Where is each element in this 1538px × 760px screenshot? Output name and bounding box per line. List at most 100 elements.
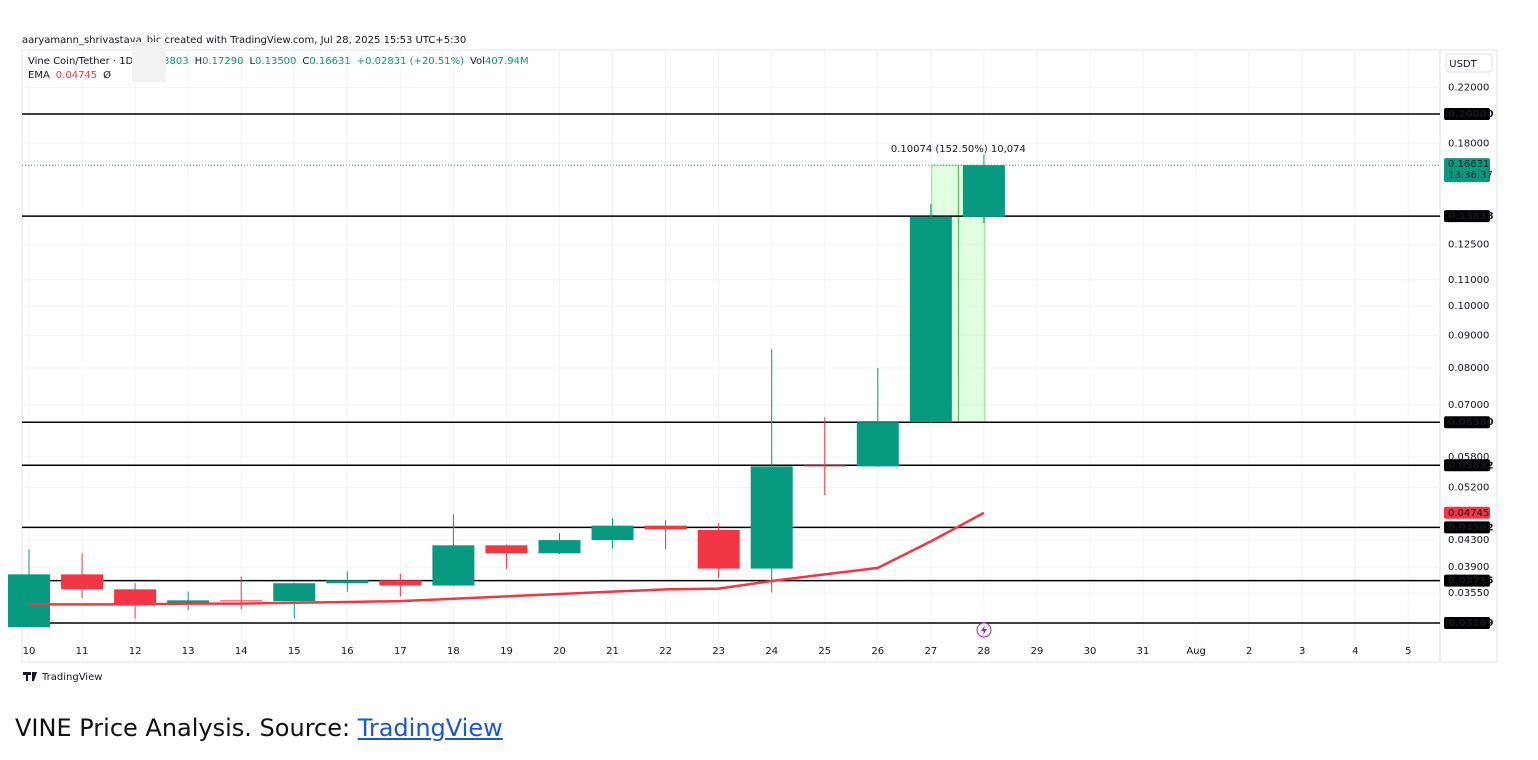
x-tick-label: 17	[394, 646, 407, 657]
y-tick-label: 0.05800	[1448, 452, 1489, 463]
candle-body	[697, 529, 740, 569]
level-label: 0.03715	[1448, 576, 1494, 587]
ema-extra: Ø	[103, 69, 111, 81]
candle-body	[591, 525, 634, 541]
x-tick-label: 23	[712, 646, 725, 657]
caption-text: VINE Price Analysis. Source:	[15, 714, 351, 742]
legend-value: 0.13803	[147, 56, 188, 67]
y-tick-label: 0.04300	[1448, 535, 1489, 546]
x-tick-label: 19	[500, 646, 513, 657]
level-label-box	[1444, 521, 1490, 534]
caption: VINE Price Analysis. Source: TradingView	[15, 714, 503, 742]
legend-key: Vol	[470, 56, 485, 67]
candle-body	[326, 580, 369, 584]
currency-button[interactable]	[1445, 53, 1493, 73]
y-tick-label: 0.10000	[1448, 301, 1489, 312]
level-label-box	[1444, 108, 1490, 121]
x-tick-label: 5	[1405, 646, 1411, 657]
candle-body	[379, 580, 422, 586]
x-tick-label: Aug	[1186, 646, 1206, 657]
y-tick-label: 0.03550	[1448, 588, 1489, 599]
level-label: 0.03189	[1448, 618, 1494, 629]
legend-symbol: Vine Coin/Tether · 1D	[28, 56, 134, 67]
redaction	[132, 42, 166, 82]
level-label: 0.04502	[1448, 522, 1494, 533]
last-price-box	[1444, 158, 1490, 183]
x-tick-label: 15	[288, 646, 301, 657]
currency[interactable]: USDT	[1449, 59, 1477, 70]
candle-body	[538, 540, 581, 554]
y-tick-label: 0.03900	[1448, 562, 1489, 573]
ema-name: EMA	[28, 70, 50, 81]
ema-line	[29, 511, 985, 606]
candle-body	[432, 545, 475, 586]
y-tick-label: 0.07000	[1448, 400, 1489, 411]
legend-key: H	[195, 56, 203, 67]
level-label: 0.20000	[1448, 109, 1494, 120]
x-tick-label: 30	[1084, 646, 1097, 657]
last-price-countdown: 13:36:37	[1448, 170, 1493, 181]
logo: TradingView	[41, 672, 102, 683]
level-label: 0.13838	[1448, 211, 1494, 222]
level-label-box	[1444, 616, 1490, 629]
candle-body	[962, 165, 1005, 217]
ema-label-box	[1444, 506, 1490, 519]
legend-value: 0.16631	[309, 56, 350, 67]
x-tick-label: 20	[553, 646, 566, 657]
x-tick-label: 27	[924, 646, 937, 657]
x-tick-label: 25	[818, 646, 831, 657]
candle-body	[803, 465, 846, 467]
level-label: 0.06580	[1448, 417, 1494, 428]
x-tick-label: 22	[659, 646, 672, 657]
candle-body	[750, 466, 793, 569]
x-tick-label: 24	[765, 646, 778, 657]
y-tick-label: 0.12500	[1448, 239, 1489, 250]
measure-label: 0.10074 (152.50%) 10,074	[891, 144, 1026, 155]
ema-value: 0.04745	[56, 70, 97, 81]
level-label-box	[1444, 459, 1490, 472]
candle-body	[273, 583, 316, 602]
event-icon-bolt	[981, 625, 987, 635]
x-tick-label: 28	[978, 646, 991, 657]
level-label-box	[1444, 574, 1490, 587]
last-price-label: 0.16631	[1448, 159, 1489, 170]
attribution: aaryamann_shrivastava_bic created with T…	[22, 35, 466, 46]
legend-value: 0.17290	[202, 56, 243, 67]
x-tick-label: 14	[235, 646, 248, 657]
x-tick-label: 16	[341, 646, 354, 657]
x-tick-label: 12	[129, 646, 142, 657]
level-label-box	[1444, 416, 1490, 429]
logo-icon	[23, 672, 37, 681]
level-label: 0.05632	[1448, 460, 1494, 471]
legend: Vine Coin/Tether · 1DO0.13803H0.17290L0.…	[28, 56, 529, 67]
legend-value: 407.94M	[485, 56, 529, 67]
y-tick-label: 0.08000	[1448, 363, 1489, 374]
x-tick-label: 21	[606, 646, 619, 657]
legend-key: C	[302, 56, 309, 67]
candle-body	[61, 574, 104, 590]
x-tick-label: 10	[23, 646, 36, 657]
y-tick-label: 0.22000	[1448, 83, 1489, 94]
x-tick-label: 31	[1137, 646, 1150, 657]
candle-body	[114, 589, 157, 605]
candle-body	[8, 574, 50, 628]
y-tick-label: 0.09000	[1448, 330, 1489, 341]
candle-body	[485, 545, 528, 554]
grid	[22, 50, 1440, 662]
x-tick-label: 11	[76, 646, 89, 657]
chart: aaryamann_shrivastava_bic created with T…	[8, 35, 1498, 683]
ema-legend: EMA 0.04745 Ø	[28, 69, 111, 81]
x-tick-label: 4	[1352, 646, 1358, 657]
candle-body	[220, 600, 263, 602]
legend-key: L	[249, 56, 255, 67]
level-label-box	[1444, 210, 1490, 223]
caption-link[interactable]: TradingView	[357, 714, 503, 742]
x-tick-label: 29	[1031, 646, 1044, 657]
legend-value: 0.13500	[255, 56, 296, 67]
y-tick-label: 0.18000	[1448, 138, 1489, 149]
chart-frame	[21, 49, 1498, 663]
x-tick-label: 2	[1246, 646, 1252, 657]
y-tick-label: 0.11000	[1448, 275, 1489, 286]
candle-body	[856, 422, 899, 467]
